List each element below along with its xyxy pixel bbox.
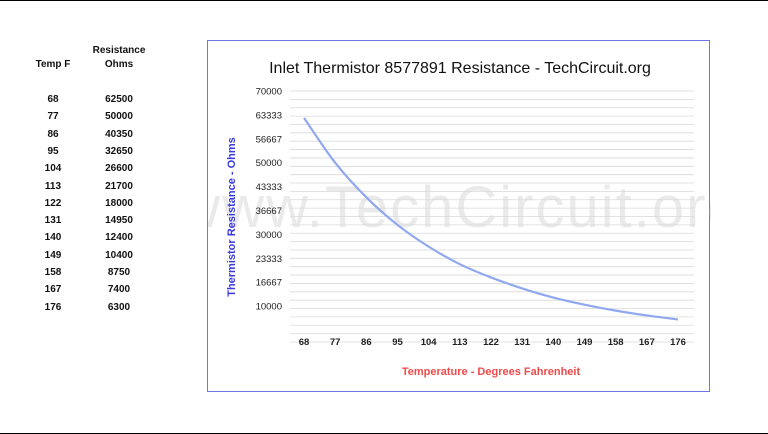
table-row: 104 26600 bbox=[18, 163, 188, 180]
temp-cell: 77 bbox=[47, 111, 59, 123]
table-row: 77 50000 bbox=[18, 111, 188, 128]
y-tick-label: 10000 bbox=[256, 302, 282, 313]
y-tick-label: 16667 bbox=[256, 278, 282, 289]
temp-cell: 122 bbox=[44, 197, 62, 209]
table-row: 86 40350 bbox=[18, 129, 188, 146]
resistance-cell: 62500 bbox=[105, 94, 133, 105]
resistance-cell: 6300 bbox=[107, 301, 131, 313]
watermark: www.TechCircuit.org bbox=[208, 175, 711, 240]
temp-cell: 86 bbox=[47, 128, 59, 140]
resistance-cell: 14950 bbox=[105, 215, 133, 227]
x-axis-label: Temperature - Degrees Fahrenheit bbox=[402, 366, 581, 378]
temp-cell: 140 bbox=[44, 232, 62, 244]
table-row: 158 8750 bbox=[18, 267, 188, 284]
table-row: 68 62500 bbox=[18, 94, 188, 111]
resistance-cell: 10400 bbox=[105, 249, 133, 261]
x-tick-label: 104 bbox=[421, 337, 438, 348]
y-tick-label: 63333 bbox=[256, 110, 282, 121]
temp-cell: 176 bbox=[44, 301, 62, 313]
temp-header: Temp F bbox=[35, 59, 71, 70]
y-tick-label: 30000 bbox=[256, 230, 282, 241]
resistance-cell: 18000 bbox=[105, 197, 133, 209]
x-tick-label: 158 bbox=[608, 337, 624, 348]
temp-cell: 158 bbox=[44, 267, 62, 278]
x-tick-label: 176 bbox=[670, 337, 686, 348]
y-tick-label: 56667 bbox=[256, 134, 282, 145]
table-row: 122 18000 bbox=[18, 198, 188, 215]
resistance-header: Resistance Ohms bbox=[82, 44, 156, 72]
resistance-cell: 50000 bbox=[105, 111, 133, 123]
resistance-cell: 21700 bbox=[105, 180, 133, 192]
y-tick-label: 43333 bbox=[256, 182, 282, 193]
table-row: 176 6300 bbox=[18, 302, 188, 319]
y-axis-label: Thermistor Resistance - Ohms bbox=[226, 137, 238, 297]
x-tick-label: 131 bbox=[514, 337, 531, 348]
y-tick-label: 50000 bbox=[256, 158, 282, 169]
table-row: 131 14950 bbox=[18, 215, 188, 232]
x-tick-label: 95 bbox=[392, 337, 403, 348]
table-row: 167 7400 bbox=[18, 284, 188, 301]
resistance-header-line1: Resistance bbox=[92, 45, 146, 56]
resistance-header-line2: Ohms bbox=[104, 59, 134, 70]
temp-cell: 131 bbox=[44, 215, 62, 227]
resistance-cell: 26600 bbox=[105, 163, 133, 175]
x-tick-label: 167 bbox=[639, 337, 655, 348]
series-line bbox=[303, 117, 679, 321]
x-tick-label: 77 bbox=[330, 337, 341, 348]
temp-cell: 113 bbox=[44, 180, 62, 192]
y-tick-label: 23333 bbox=[256, 254, 282, 265]
top-border bbox=[0, 0, 768, 1]
resistance-cell: 32650 bbox=[105, 145, 133, 157]
x-tick-label: 68 bbox=[299, 337, 310, 348]
x-tick-label: 122 bbox=[483, 337, 499, 348]
temp-cell: 68 bbox=[47, 94, 59, 105]
y-tick-label: 36667 bbox=[256, 206, 282, 217]
temp-cell: 167 bbox=[44, 284, 62, 296]
x-tick-label: 113 bbox=[452, 337, 467, 348]
temp-cell: 104 bbox=[44, 163, 62, 175]
resistance-cell: 8750 bbox=[107, 267, 131, 278]
table-row: 95 32650 bbox=[18, 146, 188, 163]
resistance-cell: 7400 bbox=[107, 284, 131, 296]
resistance-cell: 40350 bbox=[105, 128, 133, 140]
table-row: 113 21700 bbox=[18, 181, 188, 198]
resistance-cell: 12400 bbox=[105, 232, 133, 244]
chart-frame: www.TechCircuit.org 10000 16667 23333 30000… bbox=[207, 40, 711, 392]
x-tick-label: 149 bbox=[577, 337, 593, 348]
table-row: 140 12400 bbox=[18, 232, 188, 249]
resistance-line-chart: www.TechCircuit.org 10000 16667 23333 30000… bbox=[208, 60, 711, 378]
x-tick-label: 86 bbox=[361, 337, 372, 348]
temp-cell: 149 bbox=[44, 249, 62, 261]
temp-cell: 95 bbox=[47, 145, 59, 157]
y-tick-label: 70000 bbox=[256, 87, 282, 98]
x-tick-label: 140 bbox=[545, 337, 561, 348]
chart-title: Inlet Thermistor 8577891 Resistance - Te… bbox=[269, 60, 651, 77]
table-row: 149 10400 bbox=[18, 250, 188, 267]
